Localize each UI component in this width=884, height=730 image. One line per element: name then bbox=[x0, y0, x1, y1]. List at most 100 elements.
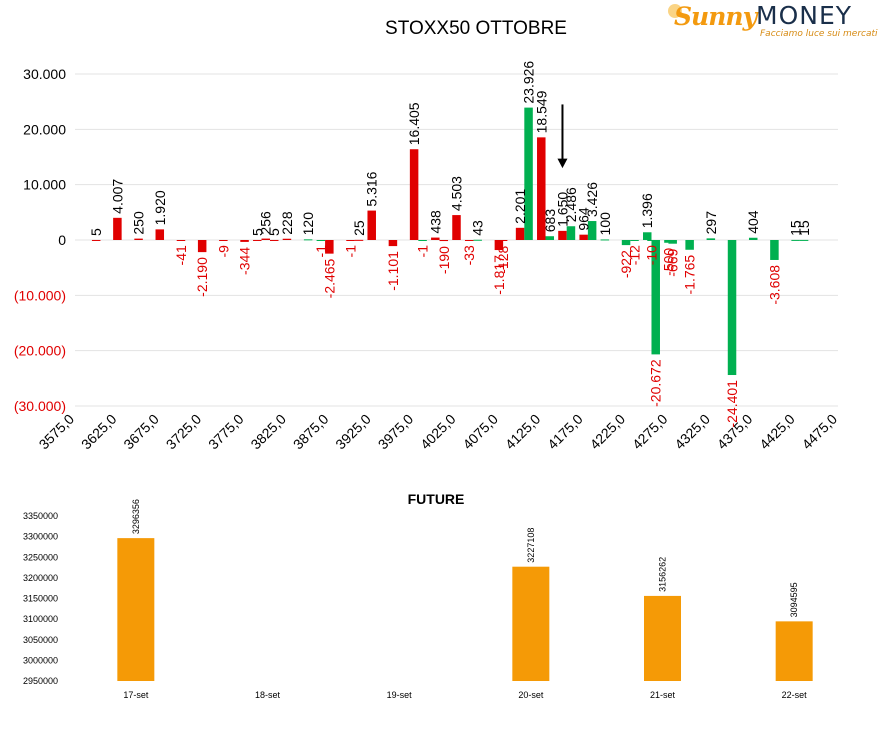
data-label: 438 bbox=[427, 210, 443, 234]
data-label: 1.920 bbox=[152, 190, 168, 225]
future-y-tick-label: 3000000 bbox=[23, 655, 58, 665]
bar bbox=[600, 239, 610, 241]
bar bbox=[346, 240, 355, 241]
data-label: -2.465 bbox=[321, 258, 337, 298]
data-label: 297 bbox=[703, 211, 719, 235]
bar bbox=[176, 240, 186, 241]
future-y-tick-label: 3100000 bbox=[23, 614, 58, 624]
data-label: 43 bbox=[470, 220, 486, 236]
bar bbox=[558, 230, 567, 240]
data-label: -24.401 bbox=[724, 380, 740, 428]
data-label: 1.396 bbox=[639, 193, 655, 228]
logo-brand-sunny: Sunny bbox=[674, 2, 757, 31]
bar bbox=[303, 239, 313, 241]
bar bbox=[791, 239, 800, 241]
future-data-label: 3094595 bbox=[789, 582, 799, 617]
future-bars bbox=[117, 538, 813, 681]
y-tick-label: (10.000) bbox=[14, 287, 66, 303]
data-label: -3.608 bbox=[766, 265, 782, 305]
data-label: 1.650 bbox=[554, 192, 570, 227]
data-label: -20.672 bbox=[648, 359, 664, 407]
data-label: -922 bbox=[618, 250, 634, 278]
future-bar bbox=[775, 621, 813, 681]
data-label: 4.503 bbox=[449, 176, 465, 211]
bar bbox=[498, 240, 508, 241]
bar bbox=[587, 221, 597, 240]
x-tick-label: 4075,0 bbox=[459, 411, 501, 453]
x-tick-label: 4025,0 bbox=[417, 411, 459, 453]
y-tick-label: (30.000) bbox=[14, 398, 66, 414]
y-axis-ticks: 30.000 20.000 10.000 0 (10.000) (20.000) (30.0… bbox=[14, 66, 66, 414]
bar bbox=[134, 238, 143, 240]
data-label: 5 bbox=[266, 228, 282, 236]
bar bbox=[727, 240, 737, 376]
bar bbox=[418, 240, 427, 241]
future-chart: FUTURE 3350000 3300000 3250000 3200000 31500… bbox=[23, 491, 813, 700]
data-label: -1 bbox=[415, 245, 431, 258]
bar bbox=[643, 232, 652, 240]
data-label: 228 bbox=[279, 211, 295, 235]
bar bbox=[630, 240, 639, 241]
x-tick-label: 3875,0 bbox=[290, 411, 332, 453]
bar bbox=[452, 215, 461, 240]
data-label: 15 bbox=[796, 220, 812, 236]
bar bbox=[282, 238, 292, 240]
bar bbox=[706, 238, 716, 240]
x-tick-label: 3675,0 bbox=[120, 411, 162, 453]
bar bbox=[240, 240, 249, 242]
bar bbox=[515, 227, 525, 240]
data-label: 120 bbox=[300, 212, 316, 236]
future-y-tick-label: 3350000 bbox=[23, 511, 58, 521]
x-tick-label: 4325,0 bbox=[671, 411, 713, 453]
bar bbox=[524, 107, 533, 240]
bar bbox=[113, 217, 122, 240]
bar bbox=[464, 240, 474, 241]
x-tick-label: 4475,0 bbox=[799, 411, 841, 453]
bar bbox=[537, 137, 546, 240]
future-data-label: 3296356 bbox=[131, 499, 141, 534]
arrow-head bbox=[557, 158, 568, 169]
data-label: -33 bbox=[461, 245, 477, 265]
future-x-tick-label: 17-set bbox=[123, 690, 149, 700]
bar bbox=[545, 236, 555, 240]
bar bbox=[579, 234, 588, 240]
x-tick-label: 4125,0 bbox=[502, 411, 544, 453]
bar bbox=[668, 240, 677, 244]
x-tick-label: 3725,0 bbox=[163, 411, 205, 453]
data-label: 16.405 bbox=[406, 102, 422, 145]
data-label: -9 bbox=[215, 245, 231, 258]
y-tick-label: 0 bbox=[58, 232, 66, 248]
data-label: -1 bbox=[313, 245, 329, 258]
data-label: -2.190 bbox=[194, 257, 210, 297]
bar bbox=[269, 239, 279, 241]
data-label: -190 bbox=[436, 246, 452, 274]
future-y-axis-ticks: 3350000 3300000 3250000 3200000 3150000 31000… bbox=[23, 511, 58, 686]
data-label: 5 bbox=[249, 228, 265, 236]
future-x-axis-ticks: 17-set 18-set 19-set 20-set 21-set 22-set bbox=[123, 690, 807, 700]
logo-brand-money: MONEY bbox=[756, 1, 853, 30]
bar bbox=[261, 238, 270, 240]
bar bbox=[388, 240, 398, 247]
bar bbox=[799, 239, 809, 241]
data-label: -500 bbox=[660, 248, 676, 276]
data-label: -344 bbox=[237, 247, 253, 275]
data-label: 256 bbox=[258, 211, 274, 235]
bars bbox=[91, 107, 809, 376]
y-tick-label: 20.000 bbox=[23, 121, 66, 137]
sun-icon bbox=[668, 4, 682, 18]
bar bbox=[354, 239, 364, 241]
data-label: 2.201 bbox=[512, 189, 528, 224]
data-label: 100 bbox=[597, 212, 613, 236]
x-tick-label: 3925,0 bbox=[332, 411, 374, 453]
bar bbox=[473, 239, 482, 241]
bar bbox=[325, 240, 334, 254]
bar bbox=[409, 149, 419, 240]
future-y-tick-label: 3300000 bbox=[23, 532, 58, 542]
data-label: 4.007 bbox=[109, 179, 125, 214]
chart-title: STOXX50 OTTOBRE bbox=[385, 18, 567, 39]
future-data-label: 3227108 bbox=[526, 528, 536, 563]
data-label: 250 bbox=[131, 211, 147, 235]
bar bbox=[651, 240, 660, 355]
x-tick-label: 3825,0 bbox=[247, 411, 289, 453]
